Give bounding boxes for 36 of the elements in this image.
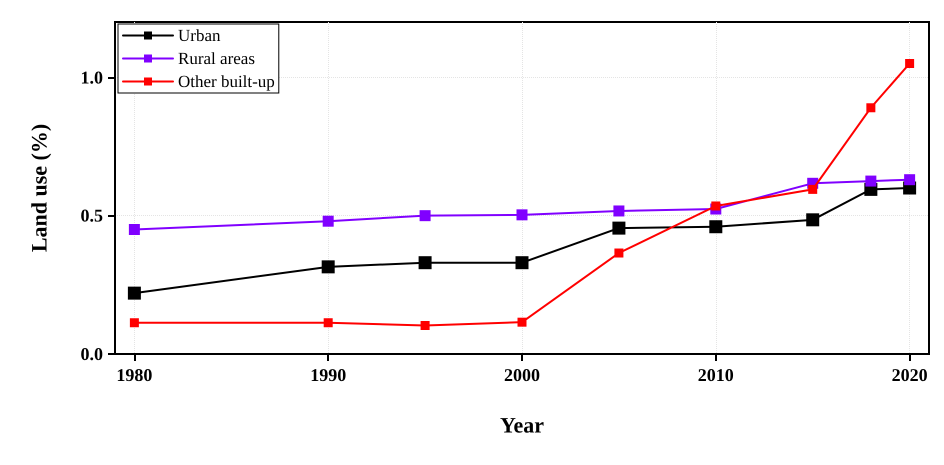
point: [322, 216, 334, 227]
x-tick-label: 2020: [892, 365, 928, 385]
x-axis-title: Year: [500, 412, 544, 438]
point: [516, 256, 528, 270]
point: [130, 318, 139, 328]
legend-label: Other built-up: [178, 72, 275, 91]
point: [612, 222, 626, 235]
x-tick-label: 1980: [116, 365, 152, 385]
point: [614, 248, 624, 258]
point: [128, 224, 140, 235]
point: [904, 174, 916, 186]
x-tick-label: 2010: [698, 365, 734, 385]
point: [128, 286, 141, 300]
point: [613, 205, 624, 216]
point: [865, 176, 876, 187]
y-tick-label: 0.0: [80, 344, 103, 364]
point: [808, 184, 818, 194]
point: [322, 260, 335, 274]
point: [418, 256, 432, 270]
point: [711, 201, 720, 210]
point: [516, 209, 528, 220]
point: [806, 213, 820, 226]
y-axis-title: Land use (%): [26, 124, 52, 252]
legend-label: Rural areas: [178, 49, 255, 68]
x-tick-label: 2000: [504, 365, 540, 385]
point: [420, 210, 431, 222]
x-tick-label: 1990: [310, 365, 346, 385]
point: [420, 321, 430, 330]
point: [905, 59, 914, 68]
y-tick-label: 0.5: [80, 206, 103, 226]
y-tick-label: 1.0: [80, 67, 103, 88]
legend-label: Urban: [178, 26, 221, 45]
point: [324, 318, 333, 328]
point: [709, 220, 722, 234]
point: [866, 103, 876, 112]
point: [518, 318, 526, 327]
